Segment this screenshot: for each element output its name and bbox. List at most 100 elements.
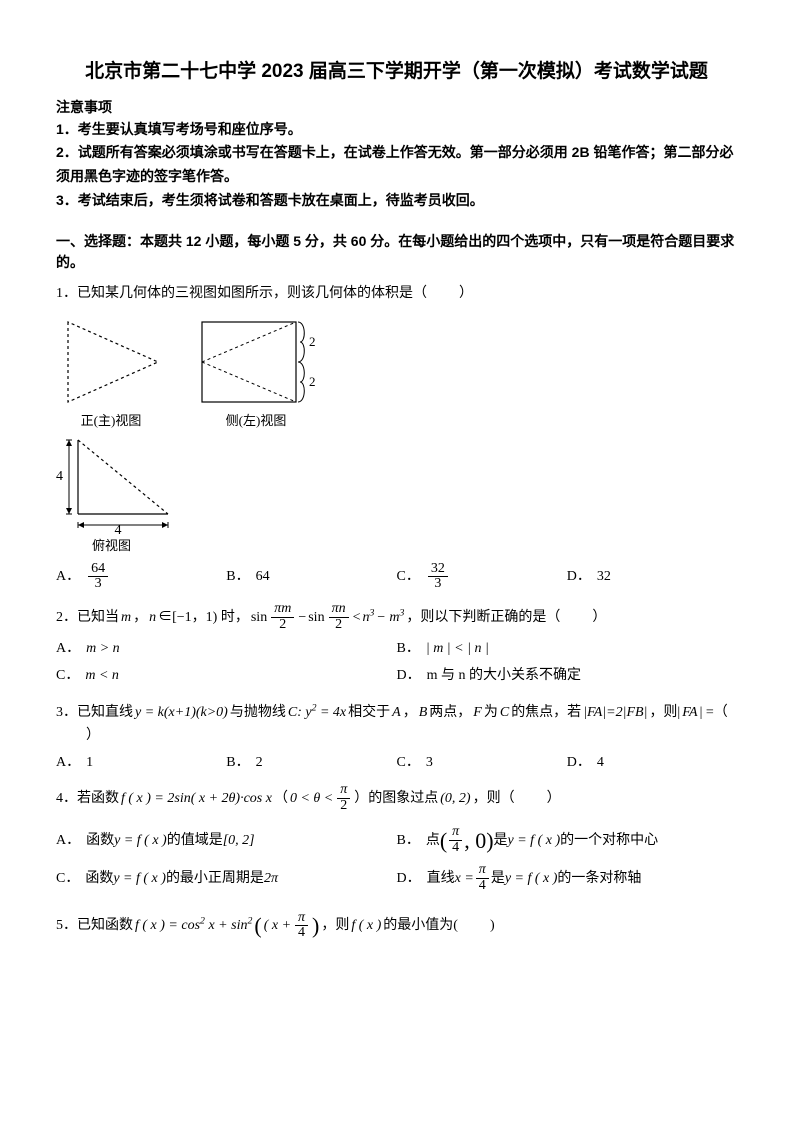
q2-n3: n3 bbox=[363, 607, 375, 628]
notice-2: 2．试题所有答案必须填涂或书写在答题卡上，在试卷上作答无效。第一部分必须用 2B… bbox=[56, 141, 737, 189]
q2-opt-b[interactable]: B． | m | < | n | bbox=[397, 638, 738, 659]
q1-d-val: 32 bbox=[597, 566, 611, 587]
page-title: 北京市第二十七中学 2023 届高三下学期开学（第一次模拟）考试数学试题 bbox=[56, 58, 737, 87]
opt-label-a: A． bbox=[56, 830, 80, 851]
q5-fx: f ( x ) = cos2 x + sin2 bbox=[135, 915, 252, 936]
q4-b4: 的一个对称中心 bbox=[560, 830, 658, 851]
q4-d-num: π bbox=[476, 863, 489, 879]
q3-opt-a[interactable]: A．1 bbox=[56, 752, 226, 773]
question-3: 3．已知直线 y = k(x+1)(k>0) 与抛物线 C: y2 = 4x 相… bbox=[56, 702, 737, 773]
q2-in: ∈[−1，1) 时， bbox=[158, 607, 249, 628]
q3-options: A．1 B．2 C．3 D．4 bbox=[56, 752, 737, 773]
q2-stem-a: 2．已知当 bbox=[56, 607, 119, 628]
q5-den: 4 bbox=[295, 926, 308, 941]
q5-num: π bbox=[295, 911, 308, 927]
q1-c-den: 3 bbox=[431, 577, 444, 592]
q5-c: 的最小值为( bbox=[383, 915, 458, 936]
q3-d: 两点， bbox=[429, 702, 471, 723]
q1-b-val: 64 bbox=[256, 566, 270, 587]
q4-open: （ bbox=[274, 788, 288, 809]
q1-opt-c[interactable]: C． 323 bbox=[397, 562, 567, 592]
opt-label-b: B． bbox=[397, 638, 420, 659]
q4-close: ）的图象过点 bbox=[354, 788, 438, 809]
q3-a-val: 1 bbox=[86, 752, 93, 773]
q4-b: ，则（ bbox=[473, 788, 515, 809]
q3-c-val: 3 bbox=[426, 752, 433, 773]
q1-stem: 1．已知某几何体的三视图如图所示，则该几何体的体积是（ bbox=[56, 283, 427, 304]
opt-label-c: C． bbox=[397, 566, 420, 587]
side-view-icon: 2 2 bbox=[196, 314, 316, 409]
top-view: 4 4 俯视图 bbox=[56, 434, 737, 556]
q3-h: | =（ bbox=[700, 702, 728, 723]
q2-n: n bbox=[149, 607, 156, 628]
q2-opt-d[interactable]: D． m 与 n 的大小关系不确定 bbox=[397, 665, 738, 686]
q4-a3: 的值域是 bbox=[167, 830, 223, 851]
q2-pn-num: πn bbox=[329, 602, 349, 618]
q3-b: 与抛物线 bbox=[230, 702, 286, 723]
q2-sin1: sin bbox=[251, 607, 267, 628]
q3-fa2fb: |FA|=2|FB| bbox=[583, 702, 647, 723]
q1-a-num: 64 bbox=[88, 562, 108, 578]
opt-label-c: C． bbox=[56, 868, 79, 889]
q2-minus: − bbox=[298, 607, 306, 628]
q3-e: 为 bbox=[484, 702, 498, 723]
q2-stem-c: ） bbox=[592, 607, 606, 628]
q2-comma: ， bbox=[133, 607, 147, 628]
q1-opt-d[interactable]: D． 32 bbox=[567, 562, 737, 592]
q1-options: A． 643 B． 64 C． 323 D． 32 bbox=[56, 562, 737, 592]
q2-opt-a[interactable]: A． m > n bbox=[56, 638, 397, 659]
q4-a1: 函数 bbox=[86, 830, 114, 851]
q4-b3: y = f ( x ) bbox=[508, 830, 561, 851]
q1-opt-b[interactable]: B． 64 bbox=[226, 562, 396, 592]
q4-opt-c[interactable]: C． 函数 y = f ( x ) 的最小正周期是 2π bbox=[56, 863, 397, 893]
q4-d-den: 4 bbox=[476, 879, 489, 894]
q4-opt-a[interactable]: A． 函数 y = f ( x ) 的值域是 [0, 2] bbox=[56, 824, 397, 857]
opt-label-d: D． bbox=[397, 665, 421, 686]
q3-g: ，则| bbox=[649, 702, 680, 723]
q1-opt-a[interactable]: A． 643 bbox=[56, 562, 226, 592]
q4-opt-b[interactable]: B． 点 ( π4 , 0) 是 y = f ( x ) 的一个对称中心 bbox=[397, 824, 738, 857]
q2-opt-c[interactable]: C． m < n bbox=[56, 665, 397, 686]
q4-c2: y = f ( x ) bbox=[113, 868, 166, 889]
dim-2b: 2 bbox=[309, 374, 316, 389]
q4-d4: y = f ( x ) bbox=[505, 868, 558, 889]
q4-d2: x = bbox=[455, 868, 474, 889]
question-1: 1．已知某几何体的三视图如图所示，则该几何体的体积是（ ） 正(主)视图 2 2 bbox=[56, 283, 737, 592]
q4-a: 4．若函数 bbox=[56, 788, 119, 809]
q3-b-val: 2 bbox=[256, 752, 263, 773]
q3-A: A bbox=[392, 702, 401, 723]
opt-label-d: D． bbox=[567, 752, 591, 773]
q4-a2: y = f ( x ) bbox=[114, 830, 167, 851]
q3-line: y = k(x+1)(k>0) bbox=[135, 702, 228, 723]
opt-label-b: B． bbox=[226, 566, 249, 587]
top-view-label: 俯视图 bbox=[92, 536, 131, 556]
question-4: 4．若函数 f ( x ) = 2sin( x + 2θ)·cos x （ 0 … bbox=[56, 783, 737, 899]
q5-d: ) bbox=[490, 915, 495, 936]
opt-label-c: C． bbox=[56, 665, 79, 686]
q4-opt-d[interactable]: D． 直线 x = π4 是 y = f ( x ) 的一条对称轴 bbox=[397, 863, 738, 893]
q5-fx2: f ( x ) bbox=[351, 915, 381, 936]
q2-lt: < bbox=[353, 607, 361, 628]
q3-opt-c[interactable]: C．3 bbox=[397, 752, 567, 773]
q4-pi-num: π bbox=[337, 783, 350, 799]
opt-label-d: D． bbox=[397, 868, 421, 889]
top-view-icon: 4 4 bbox=[56, 434, 186, 534]
q2-c: m < n bbox=[85, 665, 119, 686]
q1-figures: 正(主)视图 2 2 侧(左)视图 bbox=[56, 314, 737, 431]
q3-f: 的焦点，若 bbox=[511, 702, 581, 723]
q3-comma: ， bbox=[403, 702, 417, 723]
q4-b-den: 4 bbox=[449, 841, 462, 856]
q5-fx-d: ) bbox=[312, 909, 319, 942]
q4-b-paren-l: ( bbox=[440, 824, 447, 857]
dim-4-bottom: 4 bbox=[115, 523, 122, 534]
q4-options: A． 函数 y = f ( x ) 的值域是 [0, 2] B． 点 ( π4 … bbox=[56, 824, 737, 899]
q4-c1: 函数 bbox=[85, 868, 113, 889]
q3-opt-d[interactable]: D．4 bbox=[567, 752, 737, 773]
q2-b: | m | < | n | bbox=[426, 638, 489, 659]
q4-pt: (0, 2) bbox=[440, 788, 470, 809]
opt-label-a: A． bbox=[56, 566, 80, 587]
side-view: 2 2 侧(左)视图 bbox=[196, 314, 316, 431]
q3-opt-b[interactable]: B．2 bbox=[226, 752, 396, 773]
dim-2a: 2 bbox=[309, 334, 316, 349]
q1-stem-end: ） bbox=[459, 283, 473, 304]
